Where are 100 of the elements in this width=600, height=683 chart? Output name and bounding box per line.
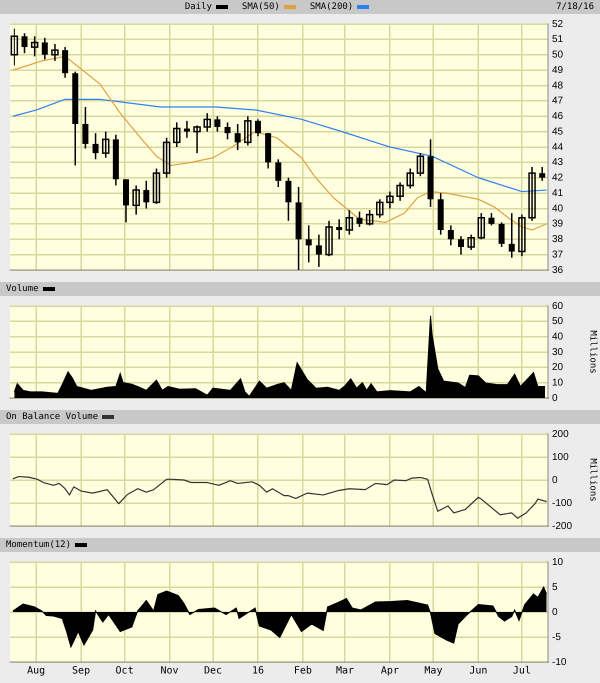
x-tick-label: Feb <box>294 666 312 677</box>
x-tick-label: Aug <box>27 666 46 677</box>
y-tick-label: -5 <box>552 632 562 643</box>
candlestick <box>316 234 322 268</box>
y-tick-label: 30 <box>552 346 564 358</box>
candlestick <box>275 158 282 188</box>
legend-label: Daily <box>184 2 212 12</box>
legend-label: SMA(200) <box>310 2 354 12</box>
candlestick <box>498 222 505 248</box>
y-tick-label: 100 <box>552 452 570 463</box>
candlestick <box>325 220 333 257</box>
y-tick-label: 46 <box>552 111 564 122</box>
y-tick-label: 39 <box>552 218 564 230</box>
candlestick <box>184 120 190 139</box>
candlestick <box>406 168 414 190</box>
candlestick <box>458 235 464 256</box>
candlestick <box>143 180 150 210</box>
y-tick-label: 40 <box>552 203 564 214</box>
candlestick <box>448 224 454 246</box>
candlestick <box>224 122 231 140</box>
candlestick <box>152 168 160 205</box>
candlestick <box>539 166 546 182</box>
y-tick-label: 0 <box>552 474 558 486</box>
y-tick-label: 47 <box>552 96 564 107</box>
candlestick <box>162 137 170 178</box>
candlestick <box>416 152 424 177</box>
y-axis-title: Millions <box>587 330 598 374</box>
legend-label: Momentum(12) <box>6 540 72 550</box>
x-tick-label: May <box>424 666 442 677</box>
legend-label: Volume <box>6 284 39 294</box>
candlestick <box>214 116 220 132</box>
candlestick <box>22 32 28 54</box>
candlestick <box>346 209 354 236</box>
x-tick-label: Dec <box>204 666 222 677</box>
candlestick <box>234 123 241 151</box>
candlestick <box>366 209 374 226</box>
y-tick-label: 49 <box>552 64 564 76</box>
x-tick-label: 16 <box>252 666 264 677</box>
candlestick <box>42 37 48 60</box>
y-tick-label: 60 <box>552 300 564 312</box>
y-tick-label: 42 <box>552 172 564 184</box>
candlestick <box>356 210 362 228</box>
y-tick-label: 10 <box>552 556 564 568</box>
candlestick <box>132 184 140 216</box>
y-tick-label: 0 <box>552 392 558 404</box>
x-tick-label: Jun <box>469 666 488 677</box>
candlestick <box>386 190 394 210</box>
x-tick-label: Apr <box>380 666 399 677</box>
candlestick <box>478 212 486 240</box>
candlestick <box>244 116 252 146</box>
text: 7/18/16 <box>556 2 594 12</box>
y-tick-label: 5 <box>552 582 558 593</box>
candlestick <box>203 112 211 132</box>
y-tick-label: 10 <box>552 377 564 388</box>
y-tick-label: 0 <box>552 606 558 618</box>
y-tick-label: 48 <box>552 80 564 92</box>
candlestick <box>82 106 88 150</box>
candlestick <box>51 43 59 62</box>
y-tick-label: 52 <box>552 18 564 30</box>
y-tick-label: 40 <box>552 331 564 342</box>
candlestick <box>306 224 312 264</box>
x-tick-label: Jul <box>512 666 531 677</box>
candlestick <box>467 234 475 251</box>
candlestick <box>254 118 261 137</box>
candlestick <box>488 212 494 226</box>
candlestick <box>508 212 515 258</box>
candlestick <box>376 198 384 218</box>
candlestick <box>30 36 38 58</box>
candlestick <box>518 214 526 257</box>
candlestick <box>10 28 18 66</box>
x-tick-label: Mar <box>336 666 354 677</box>
candlestick <box>528 166 536 222</box>
y-tick-label: 50 <box>552 50 564 60</box>
y-tick-label: -200 <box>552 520 572 532</box>
y-tick-label: -10 <box>552 656 567 668</box>
y-tick-label: 36 <box>552 264 564 276</box>
candlestick <box>336 218 342 240</box>
y-tick-label: 200 <box>552 428 570 440</box>
legend-label: SMA(50) <box>242 2 280 12</box>
y-tick-label: 37 <box>552 249 564 260</box>
y-tick-label: 20 <box>552 362 564 374</box>
y-tick-label: 41 <box>552 188 564 199</box>
candlestick <box>285 177 292 222</box>
y-tick-label: 44 <box>552 142 564 153</box>
x-tick-label: Nov <box>160 666 179 677</box>
y-tick-label: 43 <box>552 157 564 168</box>
y-tick-label: 45 <box>552 126 564 138</box>
candlestick <box>102 130 110 159</box>
candlestick <box>92 132 99 160</box>
candlestick <box>193 124 201 154</box>
legend-label: On Balance Volume <box>6 412 98 422</box>
candlestick <box>396 182 404 202</box>
x-tick-label: Sep <box>72 666 90 677</box>
y-tick-label: -100 <box>552 498 572 509</box>
y-axis-title: Millions <box>587 458 598 502</box>
candlestick <box>62 46 68 79</box>
y-tick-label: 38 <box>552 234 564 245</box>
candlestick <box>173 122 181 148</box>
y-tick-label: 50 <box>552 316 564 328</box>
x-tick-label: Oct <box>116 666 134 677</box>
